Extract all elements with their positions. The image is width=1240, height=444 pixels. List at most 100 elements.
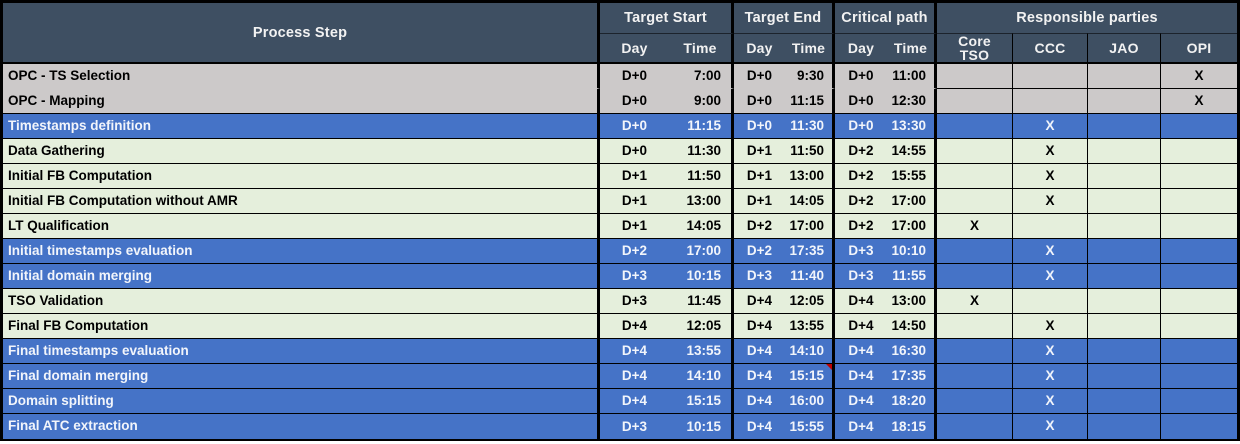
cell-party-core-tso — [937, 364, 1012, 389]
header-process-step: Process Step — [3, 3, 600, 62]
target-end-time: 13:00 — [789, 168, 824, 183]
target-end-day: D+1 — [746, 168, 773, 183]
cell-party-core-tso: X — [937, 289, 1012, 314]
cell-party-core-tso: X — [937, 214, 1012, 239]
critical-path-day: D+4 — [848, 418, 874, 434]
header-target-start-day: Day — [600, 33, 669, 62]
cell-critical-path: D+4 18:15 — [835, 414, 937, 439]
cell-party-core-tso — [937, 264, 1012, 289]
cell-target-start: D+1 13:00 — [600, 189, 734, 214]
critical-path-time: 12:30 — [891, 93, 926, 108]
target-start-time: 13:55 — [686, 343, 721, 358]
critical-path-day: D+4 — [848, 393, 874, 408]
target-start-time: 11:45 — [687, 293, 721, 308]
target-end-time: 13:55 — [789, 318, 824, 333]
cell-process-step: TSO Validation — [3, 289, 600, 314]
cell-party-opi — [1160, 114, 1237, 139]
cell-target-end: D+0 11:30 — [734, 114, 835, 139]
cell-target-end: D+4 16:00 — [734, 389, 835, 414]
cell-party-ccc: X — [1012, 139, 1087, 164]
cell-critical-path: D+4 16:30 — [835, 339, 937, 364]
cell-party-jao — [1087, 89, 1160, 114]
target-start-time: 14:05 — [686, 218, 721, 233]
cell-critical-path: D+2 14:55 — [835, 139, 937, 164]
target-end-time: 11:15 — [790, 93, 824, 108]
cell-target-end: D+3 11:40 — [734, 264, 835, 289]
cell-party-jao — [1087, 364, 1160, 389]
target-end-time: 15:15 — [789, 368, 824, 383]
target-start-time: 9:00 — [693, 93, 721, 108]
cell-party-jao — [1087, 189, 1160, 214]
target-end-day: D+1 — [746, 193, 773, 208]
cell-target-start: D+4 13:55 — [600, 339, 734, 364]
critical-path-day: D+0 — [848, 68, 874, 83]
cell-party-ccc: X — [1012, 114, 1087, 139]
cell-target-end: D+1 14:05 — [734, 189, 835, 214]
cell-party-jao — [1087, 239, 1160, 264]
cell-target-start: D+4 15:15 — [600, 389, 734, 414]
cell-process-step: Final domain merging — [3, 364, 600, 389]
target-start-time: 11:30 — [687, 143, 721, 158]
cell-critical-path: D+4 14:50 — [835, 314, 937, 339]
cell-target-start: D+0 7:00 — [600, 64, 734, 89]
target-end-time: 11:40 — [790, 268, 824, 283]
target-start-time: 7:00 — [693, 68, 721, 83]
cell-party-opi — [1160, 289, 1237, 314]
target-start-time: 15:15 — [686, 393, 721, 408]
target-start-day: D+4 — [621, 393, 648, 408]
table-row: Final timestamps evaluation D+4 13:55 D+… — [3, 339, 1237, 364]
cell-process-step: LT Qualification — [3, 214, 600, 239]
cell-party-opi: X — [1160, 64, 1237, 89]
cell-process-step: Domain splitting — [3, 389, 600, 414]
cell-process-step: Final FB Computation — [3, 314, 600, 339]
target-end-time: 11:30 — [790, 118, 824, 133]
header-party-ccc: CCC — [1012, 33, 1087, 62]
table-row: Final FB Computation D+4 12:05 D+4 13:55… — [3, 314, 1237, 339]
table-row: Initial domain merging D+3 10:15 D+3 11:… — [3, 264, 1237, 289]
cell-target-start: D+1 11:50 — [600, 164, 734, 189]
table-row: Final ATC extraction D+3 10:15 D+4 15:55… — [3, 414, 1237, 439]
cell-target-end: D+2 17:35 — [734, 239, 835, 264]
cell-party-jao — [1087, 264, 1160, 289]
table-row: OPC - Mapping D+0 9:00 D+0 11:15 D+0 12:… — [3, 89, 1237, 114]
table-header: Process Step Target Start Target End Cri… — [3, 3, 1237, 64]
target-end-time: 11:50 — [790, 143, 824, 158]
cell-party-core-tso — [937, 164, 1012, 189]
header-target-end-day: Day — [734, 33, 785, 62]
cell-party-ccc: X — [1012, 239, 1087, 264]
comment-indicator — [826, 364, 832, 370]
cell-process-step: Timestamps definition — [3, 114, 600, 139]
cell-critical-path: D+2 15:55 — [835, 164, 937, 189]
table-row: Domain splitting D+4 15:15 D+4 16:00 D+4… — [3, 389, 1237, 414]
critical-path-day: D+2 — [848, 193, 874, 208]
cell-party-ccc: X — [1012, 339, 1087, 364]
cell-process-step: OPC - TS Selection — [3, 64, 600, 89]
target-end-day: D+4 — [746, 393, 773, 408]
cell-target-start: D+2 17:00 — [600, 239, 734, 264]
critical-path-time: 17:00 — [891, 193, 926, 208]
target-start-day: D+0 — [621, 68, 648, 83]
cell-process-step: Initial domain merging — [3, 264, 600, 289]
target-end-day: D+2 — [746, 243, 773, 258]
cell-critical-path: D+3 10:10 — [835, 239, 937, 264]
target-start-time: 17:00 — [686, 243, 721, 258]
cell-critical-path: D+0 13:30 — [835, 114, 937, 139]
cell-target-start: D+4 14:10 — [600, 364, 734, 389]
table-row: Initial FB Computation without AMR D+1 1… — [3, 189, 1237, 214]
cell-target-end: D+4 15:15 — [734, 364, 835, 389]
cell-party-ccc — [1012, 64, 1087, 89]
header-party-core-tso-label: Core TSO — [958, 33, 991, 62]
critical-path-day: D+0 — [848, 93, 874, 108]
table-row: Timestamps definition D+0 11:15 D+0 11:3… — [3, 114, 1237, 139]
cell-party-jao — [1087, 289, 1160, 314]
cell-target-start: D+3 10:15 — [600, 264, 734, 289]
target-start-time: 10:15 — [686, 418, 721, 434]
table-row: Final domain merging D+4 14:10 D+4 15:15… — [3, 364, 1237, 389]
cell-process-step: OPC - Mapping — [3, 89, 600, 114]
cell-party-core-tso — [937, 339, 1012, 364]
cell-process-step: Initial FB Computation without AMR — [3, 189, 600, 214]
critical-path-time: 14:55 — [891, 143, 926, 158]
cell-party-opi — [1160, 189, 1237, 214]
cell-party-jao — [1087, 389, 1160, 414]
